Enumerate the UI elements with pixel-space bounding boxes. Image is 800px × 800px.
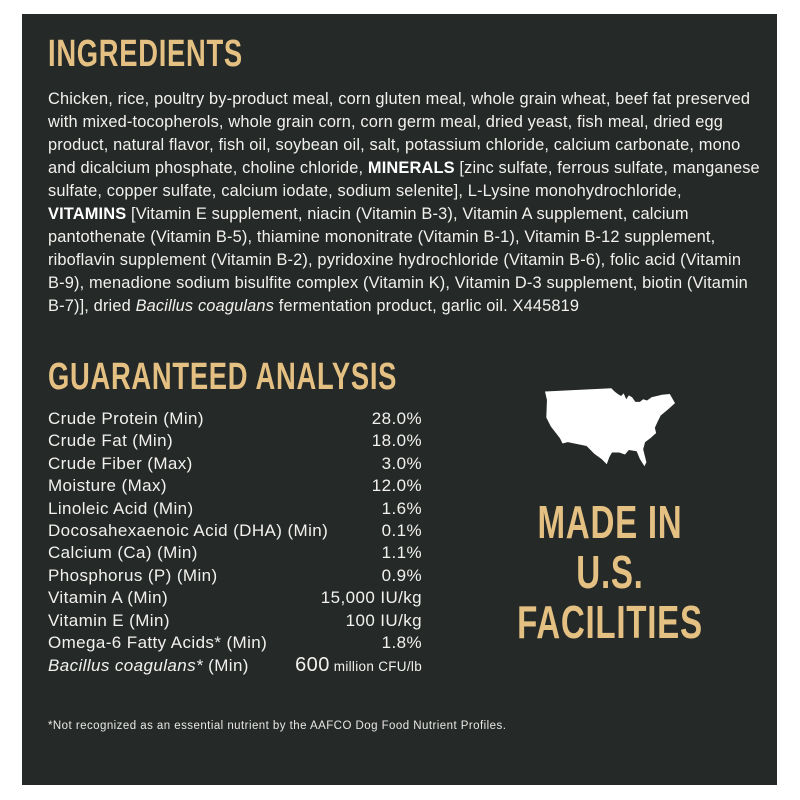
analysis-row: Crude Protein (Min) 28.0%: [48, 408, 422, 430]
guaranteed-analysis-heading: GUARANTEED ANALYSIS: [48, 356, 398, 398]
bacillus-coagulans-italic: Bacillus coagulans: [135, 297, 275, 315]
analysis-section: GUARANTEED ANALYSIS Crude Protein (Min) 2…: [48, 356, 751, 679]
nutrient-value: 0.9%: [381, 565, 422, 585]
analysis-left-column: GUARANTEED ANALYSIS Crude Protein (Min) 2…: [48, 356, 468, 679]
nutrient-value: 0.1%: [381, 521, 422, 541]
analysis-row: Vitamin A (Min) 15,000 IU/kg: [48, 587, 422, 609]
minerals-label: MINERALS: [367, 159, 455, 177]
analysis-row: Phosphorus (P) (Min) 0.9%: [48, 565, 422, 587]
made-in-us-facilities-text: MADE IN U.S. FACILITIES: [517, 497, 703, 647]
nutrient-value: 1.8%: [381, 633, 422, 653]
nutrient-label: Vitamin E (Min): [48, 610, 170, 630]
nutrient-label: Bacillus coagulans* (Min): [48, 656, 249, 676]
nutrient-label: Moisture (Max): [48, 476, 167, 496]
ingredients-paragraph: Chicken, rice, poultry by-product meal, …: [48, 88, 760, 318]
nutrient-value: 12.0%: [371, 476, 422, 496]
nutrient-value: 100 IU/kg: [345, 610, 422, 630]
nutrient-value: 1.1%: [381, 543, 422, 563]
ingredients-heading: INGREDIENTS: [48, 33, 243, 75]
analysis-table: Crude Protein (Min) 28.0% Crude Fat (Min) 1…: [48, 408, 422, 679]
analysis-row: Crude Fat (Min) 18.0%: [48, 430, 422, 452]
analysis-row: Linoleic Acid (Min) 1.6%: [48, 498, 422, 520]
nutrient-value: 18.0%: [371, 431, 422, 451]
made-in-column: MADE IN U.S. FACILITIES: [468, 363, 751, 679]
analysis-row: Bacillus coagulans* (Min) 600 million CFU…: [48, 654, 422, 678]
vitamins-label: VITAMINS: [48, 205, 127, 223]
analysis-row: Crude Fiber (Max) 3.0%: [48, 453, 422, 475]
nutrient-label: Phosphorus (P) (Min): [48, 565, 218, 585]
analysis-row: Moisture (Max) 12.0%: [48, 475, 422, 497]
nutrient-label: Crude Fat (Min): [48, 431, 174, 451]
ingredients-text-part3: [Vitamin E supplement, niacin (Vitamin B…: [48, 205, 748, 315]
nutrient-label: Crude Protein (Min): [48, 409, 204, 428]
ingredients-label-panel: INGREDIENTS Chicken, rice, poultry by-pr…: [22, 14, 777, 785]
nutrient-value: 15,000 IU/kg: [320, 588, 422, 608]
ingredients-text-part4: fermentation product, garlic oil. X44581…: [274, 297, 580, 315]
nutrient-value: 3.0%: [381, 453, 422, 473]
nutrient-label: Crude Fiber (Max): [48, 453, 193, 473]
made-in-line3: FACILITIES: [516, 596, 703, 648]
nutrient-label: Docosahexaenoic Acid (DHA) (Min): [48, 521, 329, 541]
analysis-row: Vitamin E (Min) 100 IU/kg: [48, 610, 422, 632]
nutrient-label: Linoleic Acid (Min): [48, 498, 194, 518]
nutrient-value: 600 million CFU/lb: [295, 654, 422, 677]
nutrient-label: Calcium (Ca) (Min): [48, 543, 198, 563]
analysis-row: Docosahexaenoic Acid (DHA) (Min) 0.1%: [48, 520, 422, 542]
made-in-line2: U.S.: [575, 546, 644, 598]
nutrient-label: Vitamin A (Min): [48, 588, 169, 608]
analysis-row: Omega-6 Fatty Acids* (Min) 1.8%: [48, 632, 422, 654]
usa-map-icon: [544, 387, 675, 470]
analysis-row: Calcium (Ca) (Min) 1.1%: [48, 542, 422, 564]
nutrient-value: 1.6%: [381, 498, 422, 518]
made-in-line1: MADE IN: [537, 496, 682, 548]
nutrient-value: 28.0%: [371, 409, 422, 428]
ingredients-text-part2: [zinc sulfate, ferrous sulfate, manganes…: [48, 159, 760, 200]
nutrient-label: Omega-6 Fatty Acids* (Min): [48, 633, 268, 653]
aafco-footnote: *Not recognized as an essential nutrient…: [48, 719, 507, 732]
ingredients-text-part1: Chicken, rice, poultry by-product meal, …: [48, 90, 751, 177]
